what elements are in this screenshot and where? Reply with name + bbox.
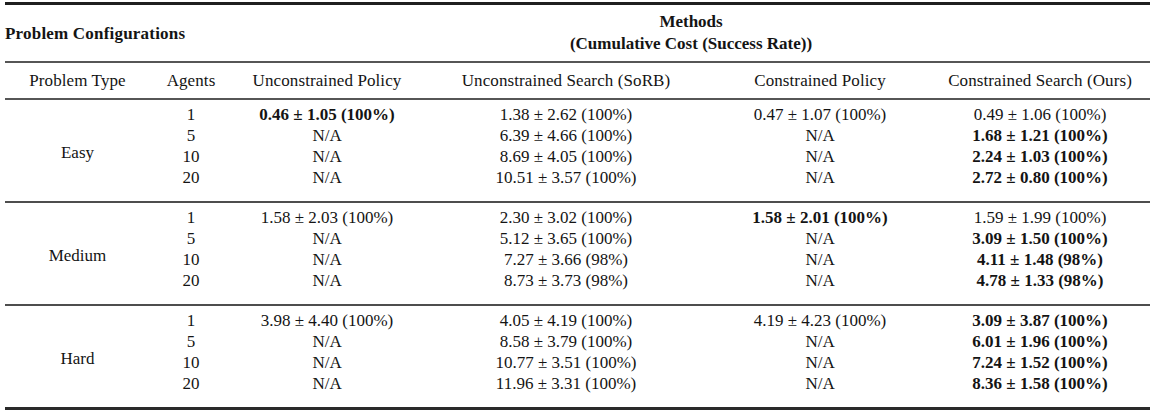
cell-constrained-search-ours: 0.49 ± 1.06 (100%) bbox=[930, 99, 1150, 125]
cell-constrained-policy: N/A bbox=[710, 228, 930, 249]
cell-unconstrained-search-sorb: 1.38 ± 2.62 (100%) bbox=[422, 99, 710, 125]
cell-agents: 5 bbox=[150, 331, 232, 352]
table-header: Problem Configurations Methods (Cumulati… bbox=[5, 4, 1150, 100]
cell-agents: 1 bbox=[150, 305, 232, 331]
header-methods: Methods (Cumulative Cost (Success Rate)) bbox=[232, 4, 1150, 63]
cell-unconstrained-policy: N/A bbox=[232, 249, 422, 270]
table-row: 5 N/A 5.12 ± 3.65 (100%) N/A 3.09 ± 1.50… bbox=[5, 228, 1150, 249]
cell-problem-type: Medium bbox=[5, 202, 150, 305]
cell-unconstrained-search-sorb: 8.73 ± 3.73 (98%) bbox=[422, 270, 710, 305]
header-problem-configurations: Problem Configurations bbox=[5, 4, 232, 63]
cell-agents: 1 bbox=[150, 202, 232, 228]
table-row: 5 N/A 6.39 ± 4.66 (100%) N/A 1.68 ± 1.21… bbox=[5, 125, 1150, 146]
cell-unconstrained-search-sorb: 10.77 ± 3.51 (100%) bbox=[422, 352, 710, 373]
cell-constrained-search-ours: 1.68 ± 1.21 (100%) bbox=[930, 125, 1150, 146]
cell-agents: 5 bbox=[150, 228, 232, 249]
table-row: 10 N/A 10.77 ± 3.51 (100%) N/A 7.24 ± 1.… bbox=[5, 352, 1150, 373]
cell-constrained-search-ours: 6.01 ± 1.96 (100%) bbox=[930, 331, 1150, 352]
col-header-agents: Agents bbox=[150, 62, 232, 99]
table-row: 5 N/A 8.58 ± 3.79 (100%) N/A 6.01 ± 1.96… bbox=[5, 331, 1150, 352]
title-row: Problem Configurations Methods (Cumulati… bbox=[5, 4, 1150, 63]
paper-page: Problem Configurations Methods (Cumulati… bbox=[0, 2, 1158, 412]
cell-constrained-search-ours: 2.72 ± 0.80 (100%) bbox=[930, 167, 1150, 202]
cell-constrained-search-ours: 2.24 ± 1.03 (100%) bbox=[930, 146, 1150, 167]
cell-unconstrained-search-sorb: 7.27 ± 3.66 (98%) bbox=[422, 249, 710, 270]
cell-constrained-policy: N/A bbox=[710, 167, 930, 202]
cell-unconstrained-search-sorb: 4.05 ± 4.19 (100%) bbox=[422, 305, 710, 331]
cell-problem-type: Hard bbox=[5, 305, 150, 409]
col-header-unconstrained-search-sorb: Unconstrained Search (SoRB) bbox=[422, 62, 710, 99]
table-row: 20 N/A 8.73 ± 3.73 (98%) N/A 4.78 ± 1.33… bbox=[5, 270, 1150, 305]
cell-constrained-search-ours: 3.09 ± 1.50 (100%) bbox=[930, 228, 1150, 249]
cell-agents: 10 bbox=[150, 352, 232, 373]
cell-constrained-search-ours: 1.59 ± 1.99 (100%) bbox=[930, 202, 1150, 228]
col-header-problem-type: Problem Type bbox=[5, 62, 150, 99]
cell-agents: 10 bbox=[150, 146, 232, 167]
cell-agents: 10 bbox=[150, 249, 232, 270]
table-row: 20 N/A 11.96 ± 3.31 (100%) N/A 8.36 ± 1.… bbox=[5, 373, 1150, 409]
cell-constrained-policy: N/A bbox=[710, 373, 930, 409]
cell-unconstrained-policy: N/A bbox=[232, 146, 422, 167]
cell-constrained-policy: 4.19 ± 4.23 (100%) bbox=[710, 305, 930, 331]
cell-constrained-search-ours: 3.09 ± 3.87 (100%) bbox=[930, 305, 1150, 331]
cell-unconstrained-search-sorb: 11.96 ± 3.31 (100%) bbox=[422, 373, 710, 409]
cell-unconstrained-policy: N/A bbox=[232, 228, 422, 249]
cell-unconstrained-search-sorb: 6.39 ± 4.66 (100%) bbox=[422, 125, 710, 146]
cell-constrained-policy: N/A bbox=[710, 125, 930, 146]
cell-agents: 1 bbox=[150, 99, 232, 125]
col-header-constrained-policy: Constrained Policy bbox=[710, 62, 930, 99]
cell-agents: 5 bbox=[150, 125, 232, 146]
cell-agents: 20 bbox=[150, 373, 232, 409]
cell-constrained-policy: N/A bbox=[710, 270, 930, 305]
cell-unconstrained-search-sorb: 10.51 ± 3.57 (100%) bbox=[422, 167, 710, 202]
cell-constrained-policy: N/A bbox=[710, 331, 930, 352]
methods-title: Methods bbox=[232, 11, 1150, 33]
cell-constrained-policy: N/A bbox=[710, 352, 930, 373]
cell-constrained-search-ours: 7.24 ± 1.52 (100%) bbox=[930, 352, 1150, 373]
cell-unconstrained-policy: N/A bbox=[232, 270, 422, 305]
cell-unconstrained-policy: 3.98 ± 4.40 (100%) bbox=[232, 305, 422, 331]
group-easy: Easy 1 0.46 ± 1.05 (100%) 1.38 ± 2.62 (1… bbox=[5, 99, 1150, 202]
cell-unconstrained-policy: N/A bbox=[232, 331, 422, 352]
cell-unconstrained-policy: N/A bbox=[232, 167, 422, 202]
cell-agents: 20 bbox=[150, 270, 232, 305]
cell-problem-type: Easy bbox=[5, 99, 150, 202]
cell-unconstrained-search-sorb: 8.69 ± 4.05 (100%) bbox=[422, 146, 710, 167]
cell-constrained-search-ours: 4.11 ± 1.48 (98%) bbox=[930, 249, 1150, 270]
cell-constrained-search-ours: 8.36 ± 1.58 (100%) bbox=[930, 373, 1150, 409]
group-hard: Hard 1 3.98 ± 4.40 (100%) 4.05 ± 4.19 (1… bbox=[5, 305, 1150, 409]
cell-unconstrained-policy: 1.58 ± 2.03 (100%) bbox=[232, 202, 422, 228]
cell-constrained-policy: 1.58 ± 2.01 (100%) bbox=[710, 202, 930, 228]
table-row: Easy 1 0.46 ± 1.05 (100%) 1.38 ± 2.62 (1… bbox=[5, 99, 1150, 125]
cell-constrained-policy: 0.47 ± 1.07 (100%) bbox=[710, 99, 930, 125]
table-row: 10 N/A 7.27 ± 3.66 (98%) N/A 4.11 ± 1.48… bbox=[5, 249, 1150, 270]
cell-constrained-policy: N/A bbox=[710, 249, 930, 270]
results-table: Problem Configurations Methods (Cumulati… bbox=[5, 2, 1150, 410]
table-row: 10 N/A 8.69 ± 4.05 (100%) N/A 2.24 ± 1.0… bbox=[5, 146, 1150, 167]
cell-unconstrained-search-sorb: 5.12 ± 3.65 (100%) bbox=[422, 228, 710, 249]
methods-subtitle: (Cumulative Cost (Success Rate)) bbox=[232, 33, 1150, 55]
cell-unconstrained-policy: 0.46 ± 1.05 (100%) bbox=[232, 99, 422, 125]
cell-unconstrained-search-sorb: 2.30 ± 3.02 (100%) bbox=[422, 202, 710, 228]
cell-unconstrained-policy: N/A bbox=[232, 352, 422, 373]
table-row: Hard 1 3.98 ± 4.40 (100%) 4.05 ± 4.19 (1… bbox=[5, 305, 1150, 331]
cell-unconstrained-policy: N/A bbox=[232, 125, 422, 146]
col-header-unconstrained-policy: Unconstrained Policy bbox=[232, 62, 422, 99]
column-header-row: Problem Type Agents Unconstrained Policy… bbox=[5, 62, 1150, 99]
cell-agents: 20 bbox=[150, 167, 232, 202]
cell-unconstrained-policy: N/A bbox=[232, 373, 422, 409]
cell-constrained-policy: N/A bbox=[710, 146, 930, 167]
cell-constrained-search-ours: 4.78 ± 1.33 (98%) bbox=[930, 270, 1150, 305]
col-header-constrained-search-ours: Constrained Search (Ours) bbox=[930, 62, 1150, 99]
table-row: 20 N/A 10.51 ± 3.57 (100%) N/A 2.72 ± 0.… bbox=[5, 167, 1150, 202]
cell-unconstrained-search-sorb: 8.58 ± 3.79 (100%) bbox=[422, 331, 710, 352]
group-medium: Medium 1 1.58 ± 2.03 (100%) 2.30 ± 3.02 … bbox=[5, 202, 1150, 305]
table-row: Medium 1 1.58 ± 2.03 (100%) 2.30 ± 3.02 … bbox=[5, 202, 1150, 228]
